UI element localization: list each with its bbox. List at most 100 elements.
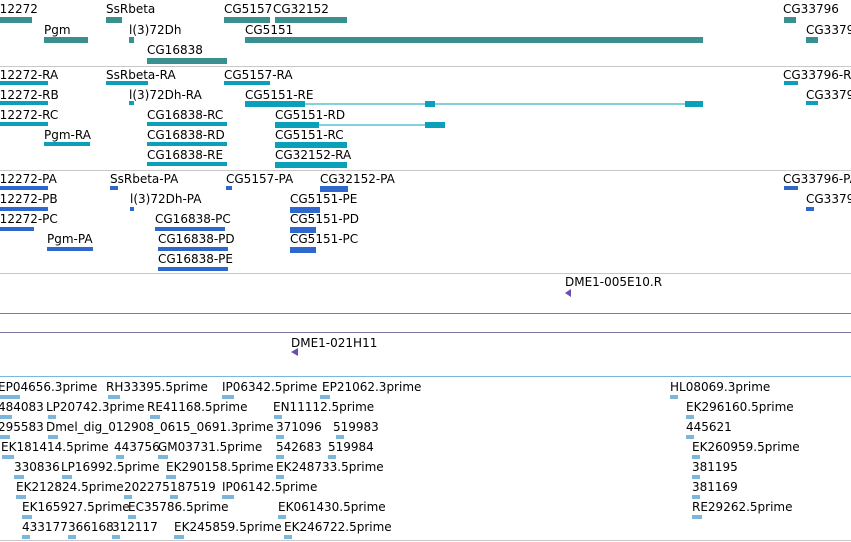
gene-glyph[interactable] [784, 17, 796, 23]
est-glyph[interactable] [2, 455, 14, 459]
transcript-glyph[interactable] [275, 122, 319, 128]
est-glyph[interactable] [670, 395, 678, 399]
est-label[interactable]: RH33395.5prime [106, 380, 208, 394]
est-glyph[interactable] [276, 475, 284, 479]
protein-label[interactable]: CG12272-PA [0, 172, 57, 186]
gene-glyph[interactable] [106, 17, 122, 23]
protein-label[interactable]: CG5151-PE [290, 192, 358, 206]
est-glyph[interactable] [68, 535, 76, 539]
protein-label[interactable]: l(3)72Dh-PA [130, 192, 202, 206]
est-label[interactable]: Dmel_dig_012908_0615_0691.3prime [46, 420, 274, 434]
est-label[interactable]: 519984 [328, 440, 374, 454]
est-glyph[interactable] [222, 495, 234, 499]
est-label[interactable]: RE29262.5prime [692, 500, 793, 514]
est-label[interactable]: LP16992.5prime [61, 460, 160, 474]
est-glyph[interactable] [686, 415, 694, 419]
gene-label[interactable]: CG16838 [147, 43, 203, 57]
est-glyph[interactable] [128, 515, 136, 519]
protein-glyph[interactable] [320, 186, 348, 192]
protein-glyph[interactable] [47, 247, 93, 251]
protein-glyph[interactable] [155, 227, 225, 231]
est-label[interactable]: 484083 [0, 400, 44, 414]
est-label[interactable]: EK165927.5prime [22, 500, 130, 514]
transcript-glyph[interactable] [784, 81, 798, 85]
protein-glyph[interactable] [290, 247, 316, 253]
est-glyph[interactable] [336, 435, 344, 439]
est-glyph[interactable] [62, 475, 72, 479]
transcript-label[interactable]: CG16838-RE [147, 148, 224, 162]
est-glyph[interactable] [320, 395, 330, 399]
transcript-glyph[interactable] [0, 81, 48, 85]
protein-glyph[interactable] [290, 227, 316, 233]
clone-label[interactable]: DME1-005E10.R [565, 275, 663, 289]
transcript-glyph[interactable] [224, 81, 270, 85]
est-glyph[interactable] [222, 395, 234, 399]
gene-glyph[interactable] [245, 37, 703, 43]
protein-glyph[interactable] [158, 247, 228, 251]
gene-glyph[interactable] [147, 58, 227, 64]
transcript-label[interactable]: CG16838-RD [147, 128, 225, 142]
gene-label[interactable]: CG12272 [0, 2, 38, 16]
est-glyph[interactable] [48, 415, 56, 419]
est-label[interactable]: EK245859.5prime [174, 520, 282, 534]
est-glyph[interactable] [692, 455, 700, 459]
gene-glyph[interactable] [0, 17, 32, 23]
transcript-glyph[interactable] [44, 142, 90, 146]
protein-label[interactable]: CG12272-PC [0, 212, 58, 226]
transcript-glyph[interactable] [147, 162, 227, 166]
est-glyph[interactable] [0, 395, 20, 399]
est-glyph[interactable] [692, 495, 700, 499]
est-glyph[interactable] [276, 435, 284, 439]
est-label[interactable]: EK260959.5prime [692, 440, 800, 454]
est-label[interactable]: EK181414.5prime [1, 440, 109, 454]
transcript-label[interactable]: CG12272-RB [0, 88, 59, 102]
gene-glyph[interactable] [806, 37, 818, 43]
protein-label[interactable]: CG5151-PD [290, 212, 360, 226]
est-glyph[interactable] [692, 515, 702, 519]
transcript-label[interactable]: CG33796-RA [783, 68, 851, 82]
transcript-label[interactable]: CG5157-RA [224, 68, 293, 82]
est-label[interactable]: EK246722.5prime [284, 520, 392, 534]
est-label[interactable]: 381169 [692, 480, 738, 494]
protein-label[interactable]: CG5151-PC [290, 232, 359, 246]
est-label[interactable]: 187519 [170, 480, 216, 494]
transcript-label[interactable]: CG5151-RC [275, 128, 344, 142]
gene-label[interactable]: CG5151 [245, 23, 294, 37]
est-glyph[interactable] [276, 455, 284, 459]
est-label[interactable]: EK248733.5prime [276, 460, 384, 474]
est-glyph[interactable] [124, 495, 132, 499]
est-label[interactable]: 381195 [692, 460, 738, 474]
transcript-glyph[interactable] [425, 101, 435, 107]
est-label[interactable]: EK212824.5prime [16, 480, 124, 494]
protein-label[interactable]: CG32152-PA [320, 172, 395, 186]
transcript-glyph[interactable] [806, 101, 818, 105]
protein-label[interactable]: CG16838-PE [158, 252, 233, 266]
gene-label[interactable]: CG32152 [273, 2, 329, 16]
est-label[interactable]: EP04656.3prime [0, 380, 98, 394]
est-label[interactable]: EN11112.5prime [273, 400, 375, 414]
transcript-label[interactable]: l(3)72Dh-RA [129, 88, 202, 102]
gene-label[interactable]: CG33796 [806, 23, 851, 37]
est-label[interactable]: EK296160.5prime [686, 400, 794, 414]
est-label[interactable]: RE41168.5prime [147, 400, 248, 414]
transcript-glyph[interactable] [275, 162, 347, 168]
protein-label[interactable]: Pgm-PA [47, 232, 93, 246]
est-glyph[interactable] [166, 475, 176, 479]
protein-glyph[interactable] [290, 207, 320, 213]
est-glyph[interactable] [150, 415, 160, 419]
est-glyph[interactable] [158, 455, 168, 459]
est-label[interactable]: GM03731.5prime [158, 440, 263, 454]
est-glyph[interactable] [278, 515, 286, 519]
est-glyph[interactable] [274, 415, 282, 419]
est-glyph[interactable] [284, 535, 292, 539]
est-glyph[interactable] [692, 475, 700, 479]
protein-glyph[interactable] [0, 207, 48, 211]
protein-glyph[interactable] [158, 267, 228, 271]
est-label[interactable]: IP06142.5prime [222, 480, 318, 494]
est-label[interactable]: 330836 [14, 460, 60, 474]
clone-end-glyph[interactable] [291, 348, 298, 356]
est-label[interactable]: 202275 [124, 480, 170, 494]
protein-glyph[interactable] [0, 227, 34, 231]
est-glyph[interactable] [0, 435, 10, 439]
